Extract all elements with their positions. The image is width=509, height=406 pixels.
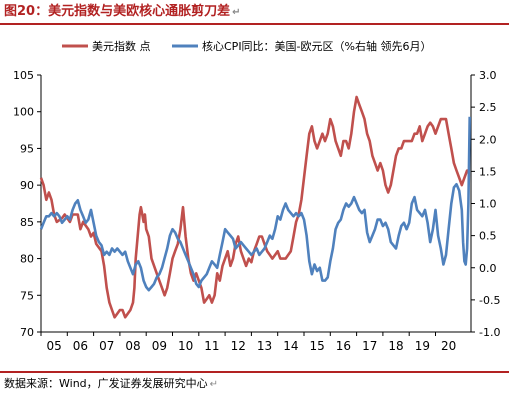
y-right-tick-label: 1.0 <box>479 198 497 211</box>
y-right-tick-label: -1.0 <box>479 326 500 339</box>
series-line-dollar-index <box>39 95 470 319</box>
y-left-tick-label: 80 <box>20 253 34 266</box>
figure-title-text: 图20：美元指数与美欧核心通胀剪刀差 <box>4 4 231 19</box>
title-rule <box>0 23 509 25</box>
legend-label: 核心CPI同比：美国-欧元区（%右轴 领先6月） <box>202 39 431 53</box>
y-left-tick-label: 90 <box>20 179 34 192</box>
x-tick-label: 12 <box>231 339 246 353</box>
x-tick-label: 17 <box>362 339 377 353</box>
y-right-tick-label: 2.0 <box>479 133 497 146</box>
x-tick-label: 13 <box>257 339 272 353</box>
x-tick-label: 10 <box>178 339 193 353</box>
chart: 美元指数 点 核心CPI同比：美国-欧元区（%右轴 领先6月） 70 75 80 85 9… <box>13 39 500 353</box>
y-right-tick-label: 0.0 <box>479 262 497 275</box>
x-tick-label: 11 <box>204 339 219 353</box>
y-left-tick-label: 85 <box>20 216 34 229</box>
y-right-tick-label: 0.5 <box>479 230 497 243</box>
x-tick-label: 16 <box>336 339 351 353</box>
x-tick-label: 09 <box>152 339 167 353</box>
footer-rule <box>0 371 509 373</box>
y-right-tick-label: 2.5 <box>479 101 497 114</box>
x-tick-label: 07 <box>99 339 114 353</box>
legend: 美元指数 点 核心CPI同比：美国-欧元区（%右轴 领先6月） <box>62 39 431 53</box>
axes: 70 75 80 85 90 95 100 105 -1.0 -0.5 0.0 0.5 1.0 1.5 2.… <box>13 69 500 353</box>
x-tick-label: 05 <box>47 339 62 353</box>
legend-label: 美元指数 点 <box>92 39 151 53</box>
figure-title: 图20：美元指数与美欧核心通胀剪刀差 ↵ <box>4 2 240 22</box>
y-left-tick-label: 100 <box>13 106 34 119</box>
y-left-tick-label: 95 <box>20 142 34 155</box>
x-tick-label: 14 <box>283 339 298 353</box>
y-right-tick-label: 1.5 <box>479 165 497 178</box>
x-tick-label: 06 <box>73 339 88 353</box>
x-tick-label: 19 <box>415 339 430 353</box>
y-left-tick-label: 75 <box>20 289 34 302</box>
x-tick-label: 18 <box>388 339 403 353</box>
source-return-mark: ↵ <box>209 379 219 390</box>
y-left-tick-label: 70 <box>20 326 34 339</box>
x-tick-label: 20 <box>441 339 456 353</box>
y-left-tick-label: 105 <box>13 69 34 82</box>
return-mark: ↵ <box>232 7 241 18</box>
x-tick-label: 08 <box>125 339 140 353</box>
y-right-tick-label: -0.5 <box>479 294 500 307</box>
series-line-cpi-spread <box>39 116 471 292</box>
x-tick-label: 15 <box>310 339 325 353</box>
plot-area <box>39 95 471 319</box>
source-note: 数据来源：Wind，广发证券发展研究中心 ↵ <box>4 375 218 391</box>
source-text: 数据来源：Wind，广发证券发展研究中心 <box>4 377 208 390</box>
y-right-tick-label: 3.0 <box>479 69 497 82</box>
